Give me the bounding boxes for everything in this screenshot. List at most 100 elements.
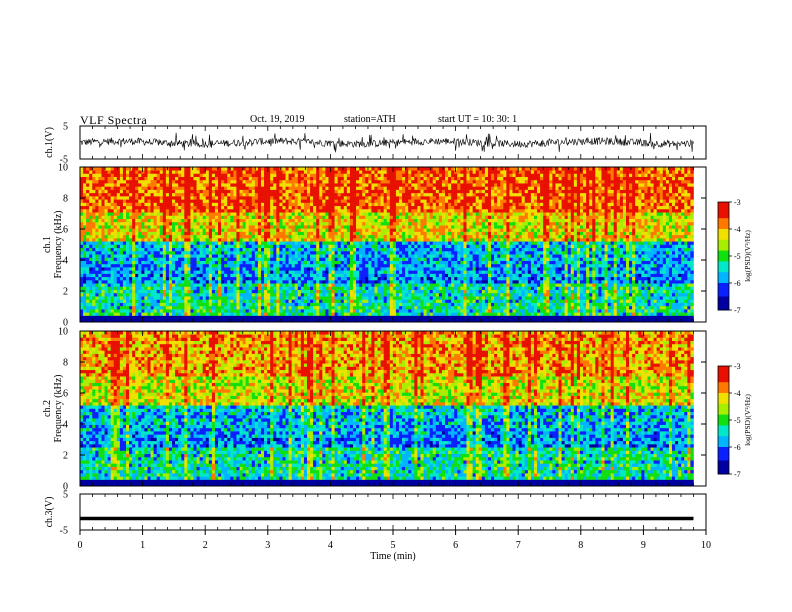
ch1-spec-cell: [343, 167, 348, 171]
ch1-spec-cell: [122, 176, 127, 181]
ch1-spec-cell: [147, 234, 151, 239]
ch1-spec-cell: [175, 263, 179, 268]
ch1-spec-cell: [104, 292, 108, 297]
ch1-spec-cell: [116, 305, 121, 310]
ch1-spec-cell: [306, 225, 311, 229]
ch1-spec-cell: [239, 173, 243, 177]
ch1-spec-cell: [359, 283, 363, 287]
ch1-spec-cell: [276, 286, 280, 291]
ch1-spec-cell: [310, 305, 314, 310]
ch1-spec-cell: [113, 189, 118, 194]
ch1-spec-cell: [374, 315, 378, 320]
ch1-spec-cell: [294, 244, 299, 249]
ch1-spec-cell: [135, 241, 139, 245]
ch1-spec-cell: [386, 202, 391, 207]
ch1-spec-cell: [150, 280, 154, 284]
ch1-spec-cell: [214, 276, 219, 281]
ch1-spec-cell: [380, 183, 384, 187]
ch1-spec-cell: [371, 186, 375, 190]
ch1-spec-cell: [319, 205, 323, 210]
ch1-spec-cell: [208, 199, 213, 203]
ch1-spec-cell: [214, 173, 219, 177]
ch1-spec-cell: [337, 263, 342, 268]
ch1-spec-cell: [218, 296, 222, 300]
ch1-spec-cell: [141, 231, 145, 236]
ch1-spec-cell: [242, 250, 246, 255]
ch1-spec-cell: [248, 202, 253, 207]
ch1-spec-cell: [322, 205, 326, 210]
ch1-spec-cell: [168, 199, 173, 203]
ch1-spec-cell: [89, 305, 93, 310]
ch1-spec-cell: [181, 234, 185, 239]
ch1-spec-cell: [172, 221, 176, 226]
ch1-spec-cell: [377, 205, 381, 210]
ch1-spec-cell: [159, 302, 164, 307]
ch1-spec-cell: [147, 192, 151, 197]
ch1-spec-cell: [257, 257, 262, 261]
ch1-spec-cell: [254, 192, 259, 197]
ch1-spec-cell: [126, 250, 130, 255]
ch1-spec-cell: [196, 254, 200, 258]
ch1-spec-cell: [389, 276, 394, 281]
ch1-spec-cell: [306, 179, 311, 184]
ch1-spec-cell: [297, 170, 302, 174]
ch1-spec-cell: [190, 254, 194, 258]
ch1-spec-cell: [248, 212, 253, 216]
ch1-spec-cell: [122, 215, 127, 219]
ch1-spec-cell: [199, 318, 203, 323]
ch1-spec-cell: [132, 199, 136, 203]
ch1-spec-cell: [337, 179, 342, 184]
ch1-spec-cell: [80, 212, 84, 216]
ch1-spec-cell: [273, 215, 277, 219]
ch1-spec-cell: [193, 244, 197, 249]
ch1-spec-cell: [218, 318, 222, 323]
ch1-spec-cell: [291, 260, 296, 265]
ch1-spec-cell: [80, 299, 84, 303]
ch1-spec-cell: [319, 167, 323, 171]
ch1-spec-cell: [260, 179, 265, 184]
ch1-spec-cell: [303, 183, 308, 187]
ch1-spec-cell: [227, 302, 231, 307]
ch1-spec-cell: [371, 183, 375, 187]
ch1-spec-cell: [168, 212, 173, 216]
ch1-spec-cell: [233, 309, 237, 313]
ch1-spec-cell: [116, 247, 121, 252]
ch1-spec-cell: [300, 231, 305, 236]
ch1-spec-cell: [383, 202, 388, 207]
ch1-spec-cell: [362, 205, 366, 210]
ch1-spec-cell: [273, 199, 277, 203]
ch1-spec-cell: [356, 221, 360, 226]
ch1-spec-cell: [300, 283, 305, 287]
ch1-spec-cell: [129, 302, 133, 307]
ch1-spec-cell: [178, 199, 182, 203]
ch1-spec-cell: [337, 192, 342, 197]
ch1-spec-cell: [110, 312, 115, 316]
ch1-spec-cell: [389, 309, 394, 313]
ch1-spec-cell: [116, 186, 121, 190]
ch1-spec-cell: [279, 179, 283, 184]
ch1-spec-cell: [144, 263, 148, 268]
ch1-spec-cell: [83, 186, 87, 190]
ch1-spec-cell: [141, 263, 145, 268]
ch1-spec-cell: [294, 196, 299, 200]
ch1-spec-cell: [368, 202, 372, 207]
ch1-spec-cell: [316, 267, 320, 271]
ch1-spec-cell: [371, 202, 375, 207]
ch1-spec-cell: [328, 260, 332, 265]
ch1-spec-cell: [156, 212, 161, 216]
ch1-spec-cell: [319, 276, 323, 281]
ch1-spec-cell: [98, 183, 102, 187]
ch1-spec-cell: [150, 244, 154, 249]
ch1-spec-cell: [380, 309, 384, 313]
ch1-spec-cell: [356, 231, 360, 236]
ch1-spec-cell: [86, 286, 90, 291]
ch1-spec-cell: [156, 254, 161, 258]
ch1-spec-cell: [233, 273, 237, 278]
ch1-spec-cell: [291, 215, 296, 219]
ch1-spec-cell: [107, 199, 111, 203]
ch1-spec-cell: [260, 296, 265, 300]
ch1-spec-cell: [193, 189, 197, 194]
ch1-spec-cell: [359, 263, 363, 268]
ch1-spec-cell: [153, 276, 157, 281]
ch1-spec-cell: [322, 318, 326, 323]
